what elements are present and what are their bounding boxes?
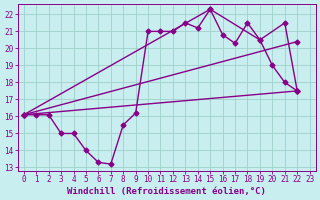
X-axis label: Windchill (Refroidissement éolien,°C): Windchill (Refroidissement éolien,°C) [67,187,266,196]
